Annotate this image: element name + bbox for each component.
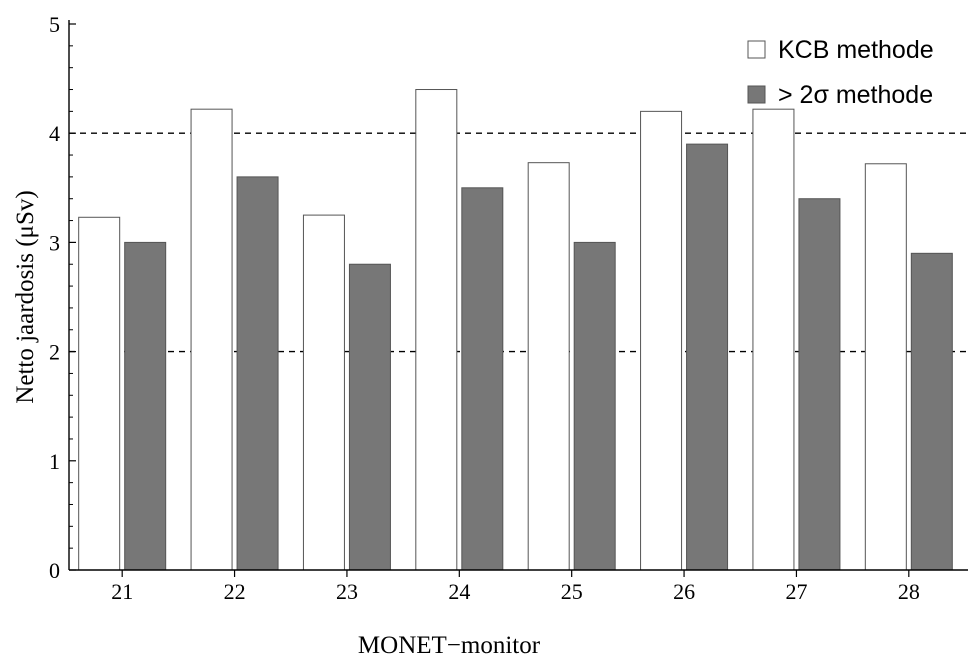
x-tick-label-21: 21 [111, 579, 133, 604]
legend-label-kcb: KCB methode [778, 36, 934, 64]
x-tick-label-25: 25 [561, 579, 583, 604]
bar-kcb-27 [752, 108, 795, 571]
y-tick-label-2: 2 [49, 340, 60, 365]
bar-kcb-23 [302, 214, 345, 571]
x-tick-label-23: 23 [336, 579, 358, 604]
bar-2sigma-28 [910, 252, 953, 571]
y-tick-label-4: 4 [49, 121, 60, 146]
y-tick-label-5: 5 [49, 12, 60, 37]
x-tick-label-22: 22 [224, 579, 246, 604]
x-axis-title: MONET−monitor [358, 632, 541, 659]
bar-2sigma-21 [124, 241, 167, 571]
bar-2sigma-22 [236, 176, 279, 571]
legend-label-2sigma: > 2σ methode [778, 81, 933, 109]
bar-kcb-25 [527, 162, 570, 571]
legend-swatch-kcb [747, 40, 766, 59]
bar-kcb-22 [190, 108, 233, 571]
legend-swatch-2sigma [747, 85, 766, 104]
y-tick-label-3: 3 [49, 230, 60, 255]
x-tick-label-28: 28 [898, 579, 920, 604]
bar-2sigma-25 [573, 241, 616, 571]
x-tick-label-24: 24 [448, 579, 470, 604]
x-tick-label-26: 26 [673, 579, 695, 604]
y-axis-title: Netto jaardosis (μSv) [12, 190, 39, 403]
legend: KCB methode > 2σ methode [747, 36, 934, 109]
y-tick-label-0: 0 [49, 558, 60, 583]
bar-2sigma-24 [461, 187, 504, 571]
bar-kcb-21 [78, 216, 121, 571]
bar-kcb-26 [640, 110, 683, 571]
bar-2sigma-23 [348, 263, 391, 571]
bars [78, 89, 953, 571]
x-tick-label-27: 27 [785, 579, 807, 604]
bar-kcb-28 [864, 163, 907, 571]
bar-2sigma-27 [798, 198, 841, 571]
y-tick-label-1: 1 [49, 449, 60, 474]
bar-kcb-24 [415, 89, 458, 571]
bar-2sigma-26 [686, 143, 729, 571]
